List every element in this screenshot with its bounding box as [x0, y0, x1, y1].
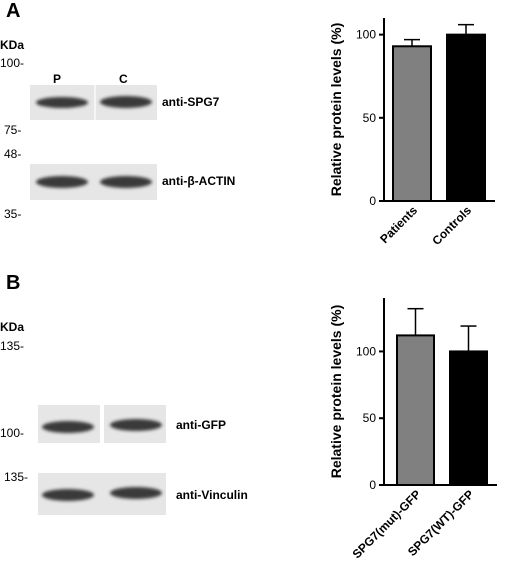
lane-label-p: P	[53, 72, 62, 86]
chart1-bar-1	[392, 45, 432, 203]
gfp-band-wt	[110, 419, 162, 431]
chart2-y-tick-label: 0	[369, 478, 376, 492]
chart1-y-tick-label: 50	[363, 111, 377, 125]
antibody-gfp: anti-GFP	[176, 418, 226, 432]
gfp-band-mut	[42, 421, 94, 433]
spg7-band-c	[100, 96, 152, 108]
chart2-y-tick-label: 50	[363, 411, 377, 425]
chart1-category-label-2: Controls	[429, 203, 474, 248]
chart1-category-label-1: Patients	[377, 203, 420, 246]
spg7-band-p	[36, 97, 88, 108]
panel-b-label: B	[6, 272, 21, 294]
antibody-actin: anti-β-ACTIN	[162, 174, 236, 188]
vinculin-band-mut	[42, 489, 94, 501]
panel-a-label: A	[6, 0, 21, 22]
actin-band-c	[100, 176, 152, 188]
panel-a-kda-label: KDa	[0, 38, 25, 52]
marker-135-bottom: 135-	[4, 470, 29, 484]
chart2-bar-2	[449, 350, 488, 486]
chart2-y-axis-label: Relative protein levels (%)	[328, 305, 344, 479]
spg7-blot	[30, 85, 157, 120]
antibody-spg7: anti-SPG7	[162, 95, 220, 109]
marker-48: 48-	[4, 147, 22, 161]
chart2-y-tick-label: 100	[356, 344, 376, 358]
antibody-vinculin: anti-Vinculin	[176, 488, 248, 502]
lane-gap	[100, 405, 104, 443]
marker-100-b: 100-	[0, 426, 25, 440]
vinculin-band-wt	[110, 487, 162, 499]
actin-blot	[30, 164, 157, 200]
chart2-bar-1	[396, 334, 435, 486]
actin-band-p	[36, 176, 88, 188]
chart1-y-tick-label: 0	[369, 194, 376, 208]
chart1-y-tick-label: 100	[356, 28, 376, 42]
marker-35: 35-	[4, 207, 22, 221]
panel-b-kda-label: KDa	[0, 320, 25, 334]
marker-75: 75-	[4, 123, 22, 137]
marker-135-top: 135-	[0, 339, 25, 353]
gfp-blot	[38, 405, 166, 443]
chart1-y-axis-label: Relative protein levels (%)	[328, 23, 344, 197]
vinculin-blot	[38, 473, 166, 515]
marker-100: 100-	[0, 56, 25, 70]
lane-label-c: C	[119, 72, 128, 86]
chart1-bar-2	[446, 33, 486, 202]
lane-divider	[94, 85, 96, 120]
